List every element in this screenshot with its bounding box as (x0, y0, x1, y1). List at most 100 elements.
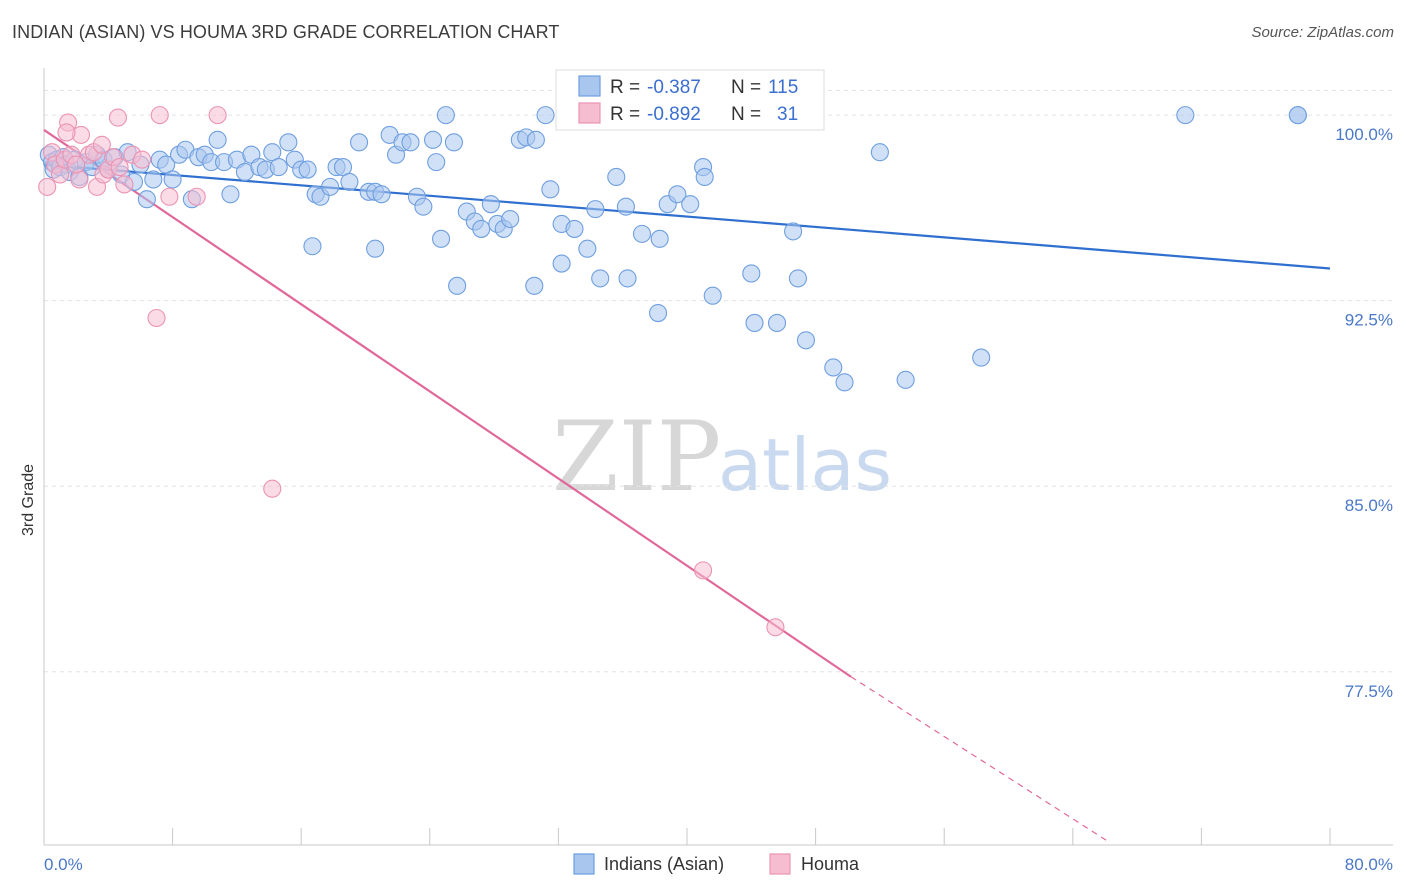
point-indians-110 (896, 370, 915, 389)
point-indians-99 (552, 254, 571, 273)
stats-swatch-indians (578, 75, 601, 97)
point-indians-31 (208, 130, 227, 149)
point-indians-62 (427, 153, 446, 172)
watermark-zip: ZIP (552, 401, 721, 513)
y-tick-label-3: 100.0% (1335, 125, 1393, 144)
point-indians-33 (221, 185, 240, 204)
point-houma-27 (147, 308, 166, 328)
stats-r-label-houma: R = (610, 104, 640, 125)
point-indians-96 (432, 229, 451, 248)
point-houma-26 (67, 155, 86, 174)
point-indians-107 (824, 358, 843, 377)
point-houma-16 (110, 158, 129, 177)
point-houma-21 (160, 187, 179, 206)
stats-r-value-houma: -0.892 (647, 104, 701, 125)
y-axis-title: 3rd Grade (20, 464, 37, 536)
point-indians-92 (784, 222, 803, 241)
point-indians-97 (448, 276, 467, 295)
point-houma-28 (263, 479, 282, 498)
stats-box-frame (555, 69, 825, 131)
trend-line-houma (43, 129, 852, 678)
stats-r-value-indians: -0.387 (647, 77, 701, 98)
point-houma-19 (133, 150, 152, 169)
point-houma-24 (57, 123, 76, 142)
point-indians-21 (144, 170, 163, 189)
legend: Indians (Asian) Houma (573, 853, 860, 875)
point-indians-108 (835, 373, 854, 392)
point-houma-23 (208, 106, 227, 125)
point-indians-40 (269, 158, 288, 177)
watermark-atlas: atlas (718, 423, 892, 507)
point-indians-78 (565, 219, 584, 238)
point-indians-90 (742, 264, 761, 283)
point-indians-106 (796, 331, 816, 350)
data-points (38, 106, 1307, 637)
point-indians-76 (541, 180, 560, 199)
stats-n-value-indians: 115 (768, 77, 798, 98)
y-tick-label-2: 92.5% (1345, 311, 1393, 330)
point-indians-112 (1176, 106, 1195, 125)
point-indians-79 (578, 239, 597, 258)
stats-r-label-indians: R = (610, 77, 640, 98)
point-indians-104 (745, 313, 764, 332)
point-indians-100 (591, 269, 610, 288)
point-indians-86 (668, 185, 687, 204)
point-houma-30 (766, 618, 785, 637)
stats-swatch-houma (578, 102, 601, 124)
point-houma-7 (70, 170, 89, 189)
point-indians-50 (340, 172, 359, 191)
point-indians-44 (298, 160, 317, 179)
legend-label-indians: Indians (Asian) (604, 854, 724, 874)
point-indians-81 (607, 167, 626, 187)
point-indians-41 (279, 133, 298, 152)
axes (43, 68, 1393, 846)
trend-line-extension-houma (850, 676, 1111, 844)
point-indians-89 (695, 167, 714, 187)
point-indians-111 (972, 348, 991, 367)
legend-swatch-houma (769, 853, 791, 875)
point-indians-75 (536, 106, 555, 125)
point-indians-95 (366, 239, 385, 258)
point-indians-71 (501, 209, 520, 229)
legend-label-houma: Houma (801, 854, 860, 874)
point-indians-24 (163, 170, 182, 189)
x-tick-label-0: 0.0% (44, 855, 83, 874)
point-indians-84 (650, 229, 669, 248)
point-houma-15 (108, 108, 127, 127)
stats-n-label-indians: N = (731, 77, 761, 98)
point-indians-67 (472, 219, 491, 238)
point-indians-105 (767, 313, 787, 332)
point-indians-93 (788, 269, 807, 288)
y-tick-label-0: 77.5% (1345, 682, 1393, 701)
stats-box: R = -0.387 N = 115 R = -0.892 N = 31 (555, 69, 825, 131)
stats-n-value-houma: 31 (777, 104, 798, 125)
point-indians-80 (586, 200, 605, 219)
source-credit: Source: ZipAtlas.com (1251, 24, 1394, 41)
point-indians-60 (414, 197, 433, 216)
stats-n-label-houma: N = (731, 104, 761, 125)
y-tick-labels: 77.5% 85.0% 92.5% 100.0% (1335, 125, 1393, 701)
point-indians-61 (423, 130, 443, 149)
point-houma-0 (38, 177, 57, 196)
point-houma-17 (115, 175, 134, 194)
trend-lines (43, 129, 1331, 844)
point-indians-102 (649, 303, 668, 323)
point-indians-103 (703, 286, 722, 305)
point-houma-20 (150, 106, 169, 125)
y-tick-label-1: 85.0% (1345, 496, 1393, 515)
point-indians-114 (1288, 106, 1307, 125)
point-indians-87 (681, 195, 700, 214)
point-indians-94 (303, 237, 322, 256)
point-houma-25 (92, 135, 111, 154)
point-indians-101 (618, 269, 637, 288)
point-houma-22 (187, 187, 206, 206)
point-indians-68 (481, 195, 500, 214)
trend-line-indians (43, 163, 1331, 270)
point-indians-58 (401, 133, 420, 152)
point-indians-47 (321, 177, 340, 196)
point-indians-20 (137, 190, 156, 209)
x-tick-label-80: 80.0% (1345, 855, 1393, 874)
point-indians-82 (616, 197, 635, 216)
point-houma-29 (694, 561, 713, 580)
